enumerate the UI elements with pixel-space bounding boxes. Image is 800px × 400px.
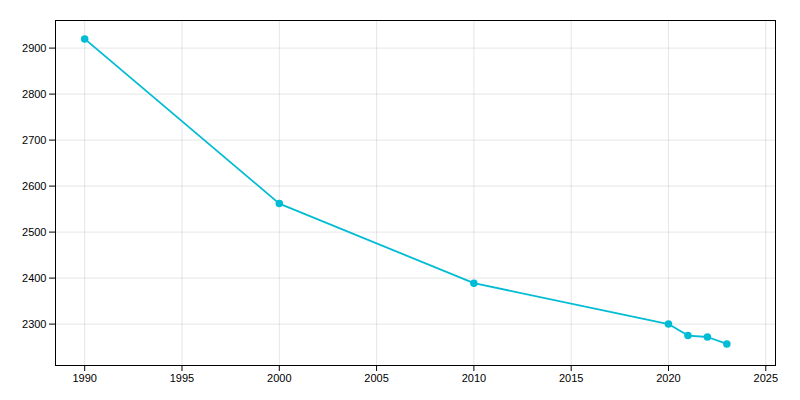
svg-text:2015: 2015 xyxy=(559,372,583,384)
svg-text:2025: 2025 xyxy=(754,372,778,384)
svg-text:2600: 2600 xyxy=(22,180,46,192)
svg-text:2900: 2900 xyxy=(22,42,46,54)
svg-text:2300: 2300 xyxy=(22,318,46,330)
svg-text:2020: 2020 xyxy=(656,372,680,384)
svg-text:2005: 2005 xyxy=(364,372,388,384)
svg-text:2800: 2800 xyxy=(22,88,46,100)
svg-text:2700: 2700 xyxy=(22,134,46,146)
svg-text:1990: 1990 xyxy=(72,372,96,384)
svg-text:2010: 2010 xyxy=(462,372,486,384)
svg-text:2000: 2000 xyxy=(267,372,291,384)
svg-text:2500: 2500 xyxy=(22,226,46,238)
svg-text:2400: 2400 xyxy=(22,272,46,284)
svg-text:1995: 1995 xyxy=(170,372,194,384)
